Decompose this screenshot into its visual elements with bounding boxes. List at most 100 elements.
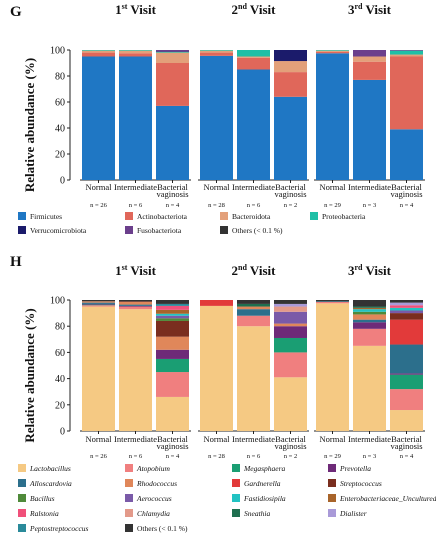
panel-h xyxy=(18,299,425,532)
bar-segment xyxy=(353,50,386,57)
sample-count-label: n = 26 xyxy=(90,202,107,209)
sample-count-label: n = 26 xyxy=(90,453,107,460)
bar-segment xyxy=(274,61,307,73)
sample-count-label: n = 4 xyxy=(166,453,180,460)
legend-label: Fusobacteriota xyxy=(137,226,182,235)
bar-segment xyxy=(353,61,386,80)
bar-segment xyxy=(390,310,423,314)
x-tick-label: Normal xyxy=(204,182,231,192)
bar-segment xyxy=(156,320,189,337)
y-tick-label: 0 xyxy=(60,427,65,438)
legend-label: Alloscardovia xyxy=(29,479,72,488)
bar-segment xyxy=(353,319,386,323)
bar-segment xyxy=(390,56,423,130)
bar-segment xyxy=(200,52,233,56)
group-title-number: 2 xyxy=(232,2,239,17)
legend-label: Actinobacteriota xyxy=(137,212,188,221)
bar-segment xyxy=(156,309,189,314)
legend-label: Fastidiosipila xyxy=(243,494,286,503)
sample-count-label: n = 28 xyxy=(208,453,225,460)
legend-swatch xyxy=(232,494,240,502)
legend-swatch xyxy=(220,212,228,220)
bar-segment xyxy=(156,318,189,321)
y-tick-label: 80 xyxy=(55,72,65,83)
legend-label: Proteobacteria xyxy=(322,212,366,221)
legend-label: Enterobacteriaceae_Uncultured xyxy=(339,494,436,503)
bar-segment xyxy=(119,50,152,54)
legend-swatch xyxy=(18,479,26,487)
bar-segment xyxy=(200,50,233,51)
bar-segment xyxy=(156,63,189,106)
group-title-suffix: rd xyxy=(354,263,363,272)
bar-segment xyxy=(274,377,307,431)
bar-segment xyxy=(200,55,233,180)
group-title: 3rd Visit xyxy=(348,2,392,17)
bar-segment xyxy=(156,396,189,431)
y-tick-label: 0 xyxy=(60,176,65,187)
sample-count-label: n = 6 xyxy=(129,453,143,460)
legend-swatch xyxy=(125,464,133,472)
bar-segment xyxy=(353,307,386,310)
x-tick-label: vaginosis xyxy=(390,441,422,451)
x-tick-label: Normal xyxy=(86,434,113,444)
legend-swatch xyxy=(125,494,133,502)
bar-segment xyxy=(274,323,307,327)
y-tick-label: 80 xyxy=(55,322,65,333)
bar-segment xyxy=(119,53,152,57)
x-tick-label: vaginosis xyxy=(156,441,188,451)
y-tick-label: 100 xyxy=(50,46,65,57)
x-tick-label: vaginosis xyxy=(156,189,188,199)
bar-segment xyxy=(390,54,423,57)
bar-segment xyxy=(274,337,307,353)
bar-segment xyxy=(237,69,270,180)
panel-label: G xyxy=(10,4,22,20)
x-tick-label: Bacterial xyxy=(157,434,188,444)
bar-segment xyxy=(156,51,189,52)
legend-swatch xyxy=(232,464,240,472)
bar-segment xyxy=(390,50,423,51)
legend-swatch xyxy=(18,494,26,502)
legend-swatch xyxy=(328,479,336,487)
y-tick-label: 60 xyxy=(55,348,65,359)
legend-label: Verrucomicrobiota xyxy=(30,226,87,235)
x-tick-label: Intermediate xyxy=(348,434,391,444)
group-title-word: Visit xyxy=(362,2,391,17)
bar-segment xyxy=(200,300,233,306)
group-title: 2nd Visit xyxy=(232,2,277,17)
x-tick-label: Bacterial xyxy=(157,182,188,192)
bar-segment xyxy=(353,322,386,329)
legend-swatch xyxy=(125,509,133,517)
bar-segment xyxy=(353,79,386,180)
x-tick-label: Normal xyxy=(320,182,347,192)
bar-segment xyxy=(156,315,189,319)
bar-segment xyxy=(82,50,115,51)
legend-label: Bacillus xyxy=(30,494,55,503)
bar-segment xyxy=(353,311,386,315)
bar-segment xyxy=(82,50,115,53)
bar-segment xyxy=(353,328,386,346)
bar-segment xyxy=(119,306,152,310)
legend-label: Rhodococcus xyxy=(136,479,177,488)
bar-segment xyxy=(353,56,386,62)
group-title: 2nd Visit xyxy=(232,263,277,278)
legend-swatch xyxy=(220,226,228,234)
bar-segment xyxy=(274,311,307,324)
bar-segment xyxy=(353,300,386,307)
bar-segment xyxy=(274,300,307,304)
legend-label: Megasphaera xyxy=(243,464,285,473)
sample-count-label: n = 4 xyxy=(166,202,180,209)
x-tick-label: Intermediate xyxy=(348,182,391,192)
bar-segment xyxy=(274,352,307,378)
y-tick-label: 40 xyxy=(55,374,65,385)
x-tick-label: Bacterial xyxy=(275,434,306,444)
legend-label: Aerococcus xyxy=(136,494,172,503)
legend-swatch xyxy=(18,212,26,220)
bar-segment xyxy=(119,56,152,180)
legend-label: Chlamydia xyxy=(137,509,170,518)
bar-segment xyxy=(200,305,233,431)
y-tick-label: 20 xyxy=(55,150,65,161)
x-tick-label: Bacterial xyxy=(391,434,422,444)
bar-segment xyxy=(119,301,152,302)
sample-count-label: n = 6 xyxy=(247,202,261,209)
